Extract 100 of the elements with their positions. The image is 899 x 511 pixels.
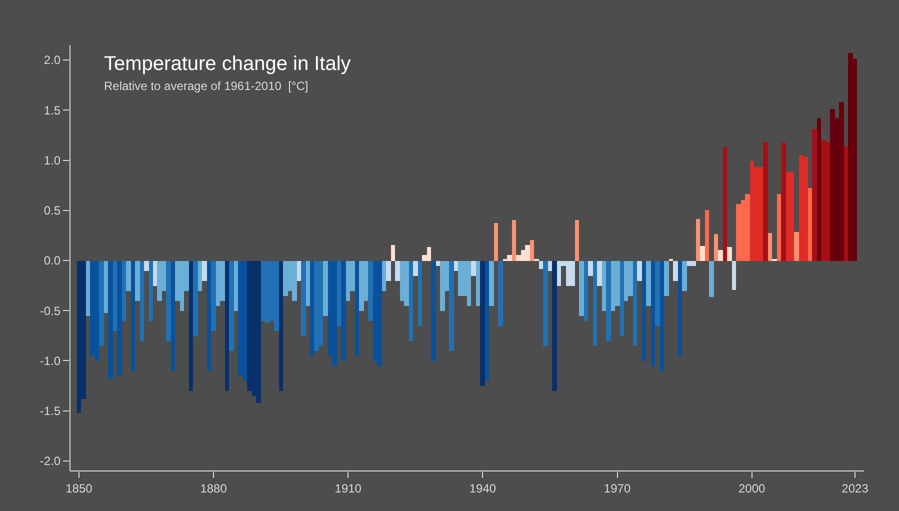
bar	[341, 261, 346, 361]
x-tick-label: 2023	[842, 481, 869, 496]
bar	[723, 147, 727, 261]
bar	[99, 261, 104, 346]
bar	[682, 261, 687, 291]
bar	[602, 261, 606, 311]
bar	[579, 261, 584, 316]
bar	[620, 261, 624, 336]
bar	[301, 261, 306, 336]
y-tick-label: -2.0	[40, 454, 61, 468]
bar	[395, 261, 400, 281]
bar	[476, 261, 480, 306]
bar	[543, 261, 548, 346]
bar	[642, 261, 646, 361]
bar	[709, 261, 714, 297]
bar	[660, 261, 664, 371]
bar	[848, 53, 853, 261]
bar	[297, 261, 301, 281]
bar	[570, 261, 575, 286]
bar	[377, 261, 382, 366]
bar	[157, 261, 162, 301]
chart-title: Temperature change in Italy	[104, 53, 351, 75]
bar	[449, 261, 454, 351]
bar	[391, 245, 395, 261]
bar	[768, 233, 772, 261]
bar	[530, 240, 534, 261]
bar	[480, 261, 485, 386]
bar	[337, 261, 341, 326]
bar	[593, 261, 597, 346]
bar	[539, 261, 543, 269]
bar	[584, 261, 588, 321]
x-tick-label: 1940	[469, 481, 496, 496]
bar	[149, 261, 153, 321]
bar	[727, 247, 732, 261]
x-tick-label: 2000	[738, 481, 766, 496]
bar	[705, 210, 709, 261]
bar	[193, 261, 198, 336]
bar	[122, 261, 126, 321]
bar	[781, 143, 786, 261]
bar	[790, 172, 794, 261]
bar	[714, 234, 718, 261]
bar	[454, 261, 458, 271]
bar	[413, 261, 418, 276]
bar	[225, 261, 229, 391]
bar	[332, 261, 337, 366]
bar	[808, 188, 812, 261]
bar	[166, 261, 171, 341]
bar	[323, 261, 328, 316]
bar	[265, 261, 270, 323]
x-tick-label: 1850	[66, 481, 93, 496]
bar	[817, 118, 821, 261]
bar	[763, 142, 768, 261]
bar	[234, 261, 238, 311]
bar	[597, 261, 602, 286]
bar	[471, 261, 476, 276]
bar	[745, 194, 750, 261]
bar	[104, 261, 108, 313]
bar	[691, 261, 696, 266]
bar	[386, 261, 391, 281]
bar	[310, 261, 314, 356]
bar	[211, 261, 216, 331]
y-tick-label: -1.0	[40, 354, 61, 368]
bar	[279, 261, 283, 391]
bar	[153, 261, 157, 286]
bar	[359, 261, 364, 311]
bar	[696, 219, 700, 261]
bar	[292, 261, 297, 301]
bar	[431, 261, 436, 361]
bar	[821, 140, 826, 261]
bar	[202, 261, 207, 281]
bar	[189, 261, 193, 391]
bar	[489, 261, 494, 306]
bar	[86, 261, 90, 316]
bar	[812, 129, 817, 261]
bar	[498, 261, 503, 326]
bar	[830, 109, 835, 261]
bar	[126, 261, 131, 291]
x-tick-label: 1880	[200, 481, 228, 496]
bar	[485, 261, 489, 381]
bar	[306, 261, 310, 306]
bar	[588, 261, 593, 276]
bar	[678, 261, 682, 356]
bar	[525, 245, 530, 261]
bar	[777, 194, 781, 261]
bar	[131, 261, 135, 371]
bar	[382, 261, 386, 291]
bar	[368, 261, 373, 321]
bar	[606, 261, 611, 341]
bar	[732, 261, 736, 290]
bar	[198, 261, 202, 291]
y-tick-label: 0.5	[44, 204, 61, 218]
bar	[786, 172, 790, 261]
bar	[135, 261, 140, 301]
bar	[355, 261, 359, 356]
bar	[171, 261, 175, 371]
bar	[436, 261, 440, 266]
bar	[512, 220, 516, 261]
bar	[458, 261, 463, 296]
bar	[633, 261, 637, 346]
bar	[314, 261, 319, 351]
